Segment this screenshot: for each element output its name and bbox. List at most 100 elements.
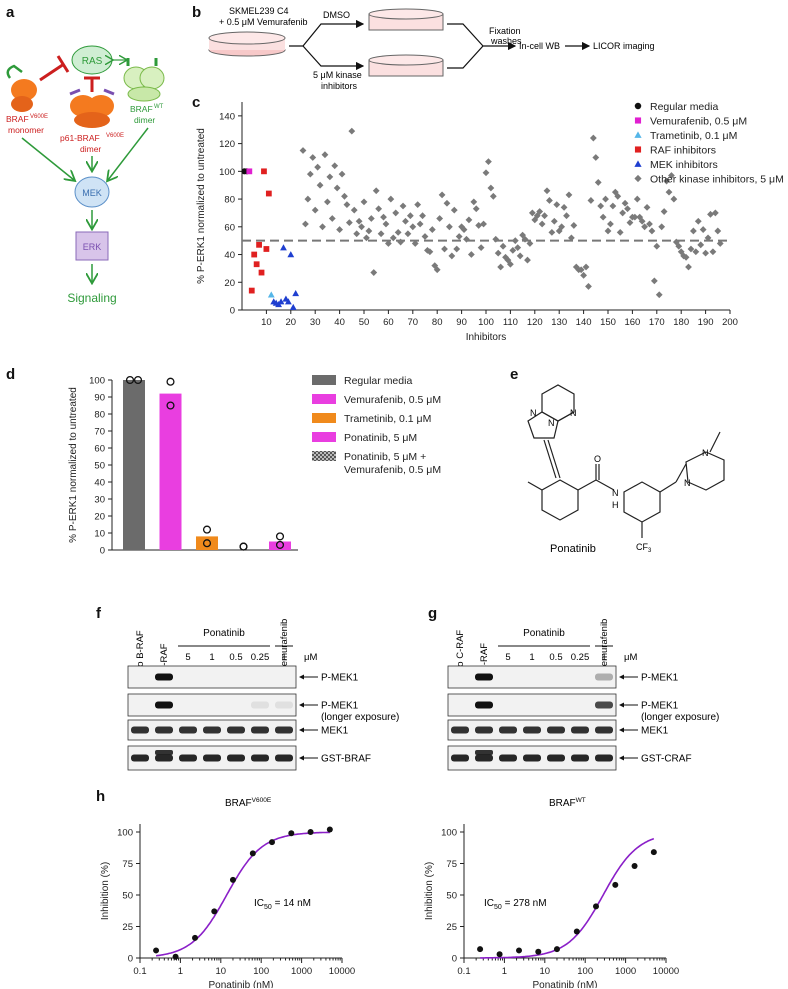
h-x-tick-label: 1 — [502, 966, 507, 977]
blot-band — [155, 701, 173, 709]
h-point — [172, 953, 179, 960]
h-x-tick-label: 10 — [540, 966, 551, 977]
panel-label-h: h — [96, 788, 106, 805]
blot-row-sublabel: (longer exposure) — [641, 712, 719, 723]
d-y-tick-label: 80 — [94, 410, 105, 421]
c-point — [287, 251, 295, 258]
c-point — [648, 227, 656, 235]
c-point — [465, 216, 473, 224]
c-point — [416, 220, 424, 228]
h-point — [192, 934, 199, 941]
dish-kinase-icon — [368, 54, 444, 77]
p61-label: p61-BRAF — [60, 133, 100, 143]
c-x-tick-label: 200 — [722, 317, 738, 328]
d-y-tick-label: 40 — [94, 478, 105, 489]
d-bar — [123, 380, 145, 550]
blot-lane-label: no C-RAF — [455, 630, 466, 672]
c-y-label: % P-ERK1 normalized to untreated — [196, 128, 207, 284]
blot-band — [179, 754, 197, 762]
c-point — [707, 210, 714, 218]
atom-pip-n2: N — [684, 478, 691, 488]
blot-unit-label: μM — [624, 652, 637, 663]
blot-arrow-head — [619, 702, 624, 708]
blot-row-label: GST-BRAF — [321, 754, 371, 765]
c-point — [675, 242, 683, 250]
dmso-label: DMSO — [323, 10, 350, 20]
h-point — [477, 946, 484, 953]
c-point — [267, 291, 275, 298]
fixation-line2: washes — [490, 36, 522, 46]
c-point — [604, 227, 612, 235]
c-point — [585, 283, 592, 290]
c-point — [507, 260, 514, 268]
c-point — [599, 213, 607, 221]
h-y-tick-label: 75 — [122, 859, 133, 870]
c-point — [441, 245, 448, 253]
panel-label-c: c — [192, 94, 201, 111]
c-point — [597, 202, 605, 210]
c-point — [516, 252, 524, 260]
c-point — [380, 213, 387, 221]
c-point — [377, 230, 385, 238]
blot-band — [275, 754, 293, 762]
c-series-4 — [270, 244, 300, 310]
c-point — [419, 212, 426, 220]
d-legend-swatch — [312, 394, 336, 404]
d-bar — [159, 393, 182, 550]
c-x-tick-label: 80 — [432, 317, 443, 328]
blot-arrow-head — [619, 755, 624, 761]
c-point — [402, 217, 409, 225]
c-point — [521, 235, 529, 243]
c-point — [633, 195, 641, 203]
c-point — [714, 227, 722, 235]
c-point — [680, 252, 688, 260]
d-bar — [269, 541, 291, 550]
braf-v600e-monomer-icon — [6, 64, 37, 112]
p61-dimer-icon — [69, 88, 115, 128]
c-point — [497, 263, 505, 271]
d-y-tick-label: 90 — [94, 393, 105, 404]
h-point — [612, 881, 619, 888]
h-point — [288, 830, 295, 837]
c-point — [511, 237, 519, 245]
blot-band — [475, 673, 493, 681]
blot-band — [251, 726, 269, 734]
blot-band — [155, 726, 173, 734]
h-x-tick-label: 10000 — [329, 966, 355, 977]
h-x-tick-label: 10000 — [653, 966, 679, 977]
c-x-tick-label: 70 — [408, 317, 419, 328]
c-point — [414, 201, 422, 209]
h-point — [249, 850, 256, 857]
braf-wt-label: BRAF — [130, 104, 153, 114]
c-point — [670, 195, 678, 203]
c-x-tick-label: 160 — [624, 317, 640, 328]
c-point — [321, 151, 329, 159]
blot-band — [595, 754, 613, 762]
c-point — [580, 271, 587, 279]
c-y-tick-label: 40 — [224, 250, 235, 261]
c-point — [594, 179, 602, 186]
d-y-tick-label: 50 — [94, 461, 105, 472]
c-point — [246, 168, 253, 175]
blot-conc-label: 1 — [281, 652, 286, 663]
c-point — [360, 198, 368, 206]
p61-sup: V600E — [106, 133, 124, 139]
h-point — [153, 947, 160, 954]
c-point — [560, 203, 568, 211]
blot-row-0 — [447, 665, 617, 689]
c-point — [304, 195, 312, 203]
blot-band — [523, 726, 541, 734]
c-point — [280, 244, 287, 251]
dose-response-braf-wt: BRAFWT 0 25 50 75 100 0.1 1 10 100 1000 10000 Ponati… — [424, 797, 679, 988]
c-point — [324, 198, 331, 206]
blot-band — [475, 701, 493, 709]
blot-vemurafenib-label: Vemurafenib — [279, 619, 290, 672]
c-point — [350, 206, 358, 214]
c-point — [433, 266, 441, 274]
c-point — [253, 261, 260, 268]
h-point — [650, 849, 657, 856]
h-y-label: Inhibition (%) — [100, 862, 111, 920]
blot-band — [475, 750, 493, 755]
c-point — [697, 241, 705, 249]
c-point — [316, 181, 324, 189]
